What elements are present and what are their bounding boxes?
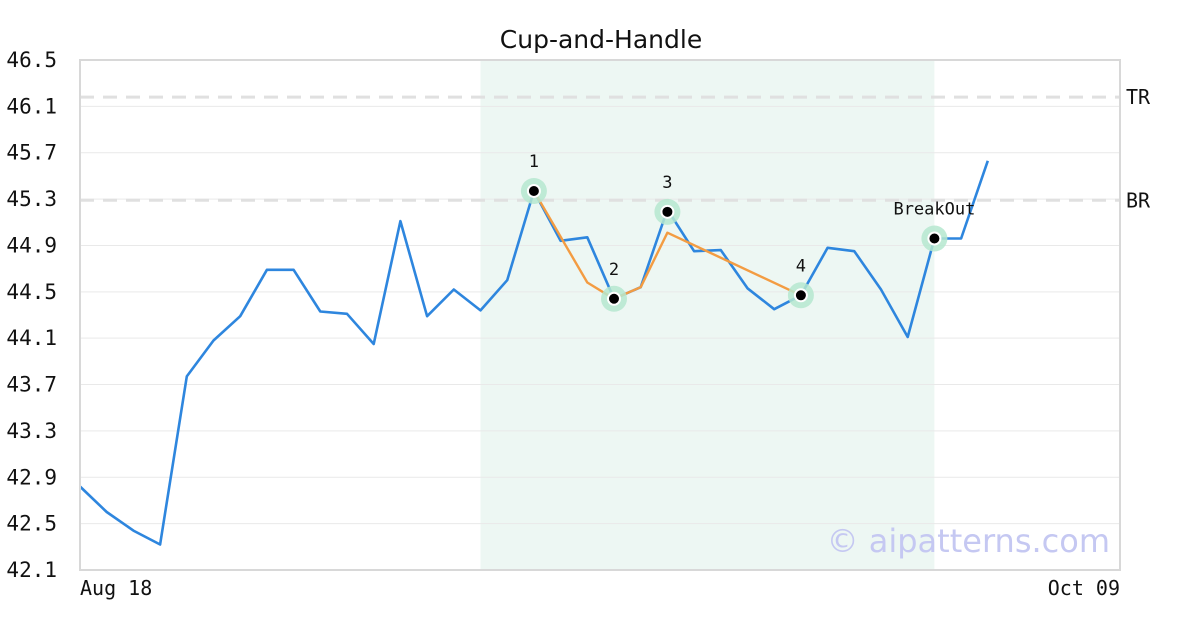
pattern-point-dot — [526, 183, 541, 198]
y-axis-ticks: 46.5 46.1 45.7 45.3 44.9 44.5 44.1 43.7 43.3 42.9… — [6, 48, 57, 582]
pattern-point-label: 2 — [609, 260, 619, 280]
x-tick-label: Aug 18 — [80, 576, 152, 600]
y-tick-label: 43.7 — [6, 373, 57, 397]
y-tick-label: 42.1 — [6, 558, 57, 582]
y-tick-label: 46.1 — [6, 94, 57, 118]
pattern-point-dot — [607, 291, 621, 306]
pattern-point-label: 4 — [796, 256, 806, 276]
pattern-point-label: 3 — [662, 173, 672, 193]
y-tick-label: 42.9 — [6, 465, 57, 489]
y-tick-label: 44.9 — [6, 233, 57, 257]
grid-lines — [80, 59, 1120, 571]
horizontal-levels: TR BR — [80, 85, 1151, 212]
watermark: © aipatterns.com — [827, 522, 1110, 560]
pattern-point-label: BreakOut — [893, 200, 975, 220]
y-tick-label: 45.3 — [6, 187, 57, 211]
y-tick-label: 44.5 — [6, 280, 57, 304]
pattern-point-dot — [793, 288, 808, 303]
pattern-region — [480, 60, 935, 570]
chart-title: Cup-and-Handle — [500, 25, 702, 54]
y-tick-label: 45.7 — [6, 141, 57, 165]
pattern-markers: 1 2 3 4 BreakOut — [520, 152, 975, 312]
pattern-point-label: 1 — [529, 152, 539, 172]
level-label-br: BR — [1126, 188, 1151, 212]
y-tick-label: 46.5 — [6, 48, 57, 72]
y-tick-label: 43.3 — [6, 419, 57, 443]
pattern-point-dot — [660, 204, 675, 219]
pattern-layer — [532, 190, 802, 300]
pattern-point-dot — [927, 231, 942, 246]
level-label-tr: TR — [1126, 85, 1151, 109]
x-axis-ticks: Aug 18 Oct 09 — [80, 576, 1120, 600]
x-tick-label: Oct 09 — [1048, 576, 1120, 600]
pattern-line — [532, 190, 802, 300]
plot-frame — [79, 59, 1121, 571]
y-tick-label: 44.1 — [6, 326, 57, 350]
y-tick-label: 42.5 — [6, 512, 57, 536]
pattern-region-layer — [480, 60, 935, 570]
